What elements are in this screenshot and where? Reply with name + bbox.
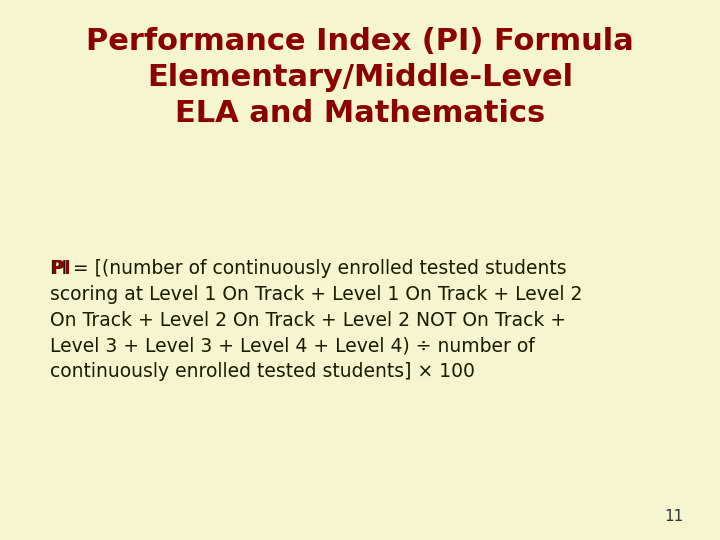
Text: Performance Index (PI) Formula
Elementary/Middle-Level
ELA and Mathematics: Performance Index (PI) Formula Elementar… bbox=[86, 27, 634, 128]
Text: PI = [(number of continuously enrolled tested students
scoring at Level 1 On Tra: PI = [(number of continuously enrolled t… bbox=[50, 259, 582, 381]
Text: PI: PI bbox=[50, 259, 71, 278]
Text: 11: 11 bbox=[665, 509, 684, 524]
